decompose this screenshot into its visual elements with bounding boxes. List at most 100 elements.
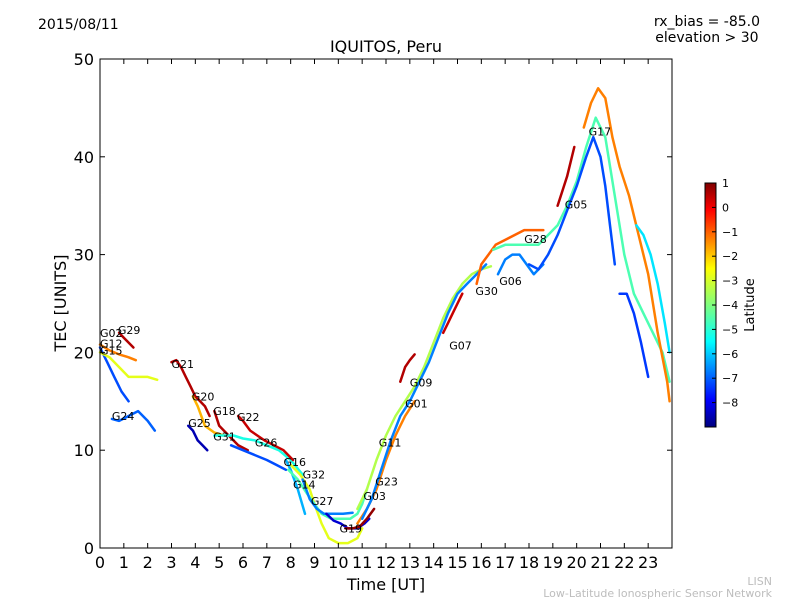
x-tick-label: 13 — [400, 553, 420, 572]
y-tick-label: 20 — [74, 343, 94, 362]
series-line-g30 — [475, 228, 545, 286]
latitude-colorbar: 1 0 −1 −2 −3 −4 −5 −6 −7 −8 Latitude — [704, 177, 758, 428]
colorbar-label: Latitude — [743, 278, 758, 332]
x-tick-label: 14 — [423, 553, 443, 572]
prn-label-g20: G20 — [192, 390, 215, 403]
x-tick-label: 23 — [638, 553, 658, 572]
series-line-g21 — [170, 358, 211, 418]
x-tick-label: 4 — [190, 553, 200, 572]
footer-credit: LISN Low-Latitude Ionospheric Sensor Net… — [543, 576, 772, 600]
prn-label-g21: G21 — [172, 358, 195, 371]
prn-label-g12: G12 — [100, 338, 123, 351]
prn-label-g32: G32 — [303, 469, 326, 482]
x-tick-label: 0 — [95, 553, 105, 572]
date-label: 2015/08/11 — [38, 17, 119, 33]
colorbar-ticks: 1 0 −1 −2 −3 −4 −5 −6 −7 −8 — [712, 177, 738, 410]
series-line-g26 — [229, 444, 288, 472]
prn-label-g03: G03 — [363, 490, 386, 503]
y-tick-label: 0 — [84, 539, 94, 558]
colorbar-tick-label: −8 — [722, 397, 738, 410]
prn-label-g16: G16 — [284, 456, 307, 469]
x-tick-label: 7 — [262, 553, 272, 572]
series-line-g22 — [236, 414, 295, 462]
prn-label-g14: G14 — [293, 478, 316, 491]
series-line-g15 — [98, 351, 159, 382]
series-line-g16 — [284, 458, 307, 516]
x-tick-label: 17 — [495, 553, 515, 572]
series-line-g25 — [186, 424, 209, 452]
prn-label-g19: G19 — [340, 522, 363, 535]
prn-label-g31: G31 — [213, 431, 236, 444]
x-tick-label: 22 — [614, 553, 634, 572]
y-axis: 0 10 20 30 40 50 — [74, 50, 672, 558]
series-line-g17b — [582, 87, 671, 403]
footer-line2: Low-Latitude Ionospheric Sensor Network — [543, 587, 772, 600]
series-line-g10 — [618, 292, 650, 379]
x-tick-label: 3 — [166, 553, 176, 572]
colorbar-tick-label: −2 — [722, 250, 738, 263]
x-tick-label: 10 — [328, 553, 348, 572]
colorbar-tick-label: 0 — [722, 201, 729, 214]
series-line-g18 — [213, 409, 250, 452]
colorbar-tick-label: −3 — [722, 275, 738, 288]
prn-label-g30: G30 — [475, 285, 498, 298]
prn-label-g17: G17 — [589, 125, 612, 138]
prn-label-g06: G06 — [499, 275, 522, 288]
x-tick-label: 12 — [376, 553, 396, 572]
colorbar-tick-label: −5 — [722, 323, 738, 336]
x-tick-label: 1 — [119, 553, 129, 572]
y-axis-label: TEC [UNITS] — [51, 255, 70, 353]
chart-title: IQUITOS, Peru — [329, 37, 443, 56]
prn-label-g24: G24 — [112, 410, 135, 423]
x-tick-label: 2 — [143, 553, 153, 572]
x-tick-label: 16 — [471, 553, 491, 572]
elevation-label: elevation > 30 — [655, 30, 759, 46]
colorbar-tick-label: −6 — [722, 348, 738, 361]
prn-label-g09: G09 — [410, 377, 433, 390]
series-line-g01 — [360, 263, 488, 520]
series-line-g24 — [110, 409, 157, 432]
series-line-g09 — [399, 353, 416, 383]
prn-label-g22: G22 — [237, 411, 260, 424]
colorbar-tick-label: 1 — [722, 177, 729, 190]
y-tick-label: 40 — [74, 148, 94, 167]
prn-label-g25: G25 — [188, 417, 211, 430]
series-line-g17 — [556, 145, 576, 207]
x-tick-label: 19 — [543, 553, 563, 572]
y-tick-label: 30 — [74, 246, 94, 265]
x-tick-label: 6 — [238, 553, 248, 572]
x-axis-label: Time [UT] — [346, 575, 425, 594]
x-tick-label: 21 — [590, 553, 610, 572]
prn-label-g29: G29 — [118, 324, 141, 337]
prn-label-g15: G15 — [100, 344, 123, 357]
series-line-g28 — [492, 116, 671, 383]
series-line-g32 — [289, 463, 364, 545]
colorbar-tick-label: −7 — [722, 372, 738, 385]
prn-label-g26: G26 — [255, 436, 278, 449]
prn-label-g28: G28 — [524, 233, 547, 246]
series-line-g13 — [635, 224, 671, 354]
prn-label-g27: G27 — [311, 495, 334, 508]
series-line-g07 — [441, 292, 464, 335]
x-tick-label: 11 — [352, 553, 372, 572]
footer-line1: LISN — [747, 575, 772, 588]
series-line-g03 — [344, 507, 376, 530]
series-line-g23 — [356, 400, 416, 525]
series-line-g31 — [213, 434, 304, 476]
rx-bias-label: rx_bias = -85.0 — [653, 14, 760, 30]
y-tick-label: 10 — [74, 441, 94, 460]
series-line-g05 — [527, 135, 617, 271]
prn-label-g18: G18 — [213, 405, 236, 418]
prn-label-g11: G11 — [379, 436, 402, 449]
params-block: rx_bias = -85.0 elevation > 30 — [654, 14, 760, 46]
x-tick-label: 9 — [309, 553, 319, 572]
series-line-g12 — [98, 343, 138, 362]
prn-label-g23: G23 — [375, 476, 398, 489]
x-tick-label: 18 — [519, 553, 539, 572]
x-tick-label: 20 — [566, 553, 586, 572]
x-axis: 0 1 2 3 4 5 6 7 8 9 10 11 12 13 14 15 16 17 18 19 20 21 22 23 — [95, 59, 658, 572]
series-line-g06 — [496, 253, 545, 276]
colorbar-tick-label: −4 — [722, 299, 738, 312]
x-tick-label: 8 — [286, 553, 296, 572]
